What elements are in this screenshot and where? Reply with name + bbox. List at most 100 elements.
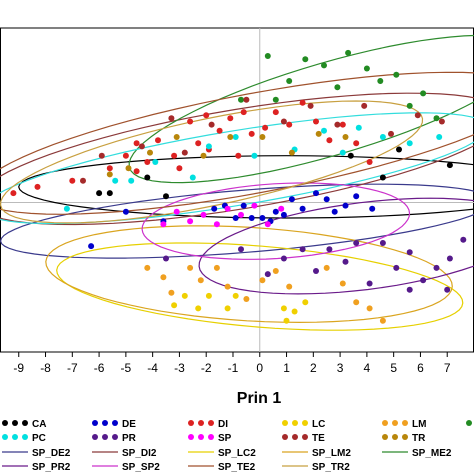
point-di <box>248 130 255 137</box>
x-tick-label: 3 <box>337 361 344 375</box>
legend-label: DI <box>218 419 228 430</box>
point-pr <box>420 277 427 284</box>
point-di <box>313 118 319 125</box>
point-sp <box>238 211 244 218</box>
legend-label: SP <box>218 433 232 444</box>
point-pc <box>436 134 443 140</box>
legend-label: TE <box>312 433 325 444</box>
point-di <box>171 152 178 159</box>
legend-item-sp: SP <box>188 433 232 444</box>
point-te <box>438 118 445 125</box>
legend-label: SP_DE2 <box>32 448 71 459</box>
legend-label: CA <box>32 419 46 430</box>
point-sp <box>160 221 167 228</box>
legend-marker <box>22 420 28 426</box>
point-di <box>240 109 247 116</box>
series-me <box>238 49 440 122</box>
point-di <box>144 159 151 165</box>
point-ca <box>396 146 402 153</box>
series-pr <box>163 236 467 293</box>
point-me <box>321 62 327 69</box>
x-tick-label: -7 <box>67 361 78 375</box>
legend-item-te: TE <box>282 433 325 444</box>
point-pr <box>446 255 453 262</box>
legend-marker <box>392 420 398 426</box>
point-sp <box>264 221 271 228</box>
point-pr <box>433 264 440 271</box>
point-lm <box>213 264 220 271</box>
point-ca <box>106 190 113 197</box>
point-te <box>243 96 250 103</box>
point-me <box>345 49 352 56</box>
legend-marker <box>292 434 298 440</box>
ellipse-sp_sp2 <box>141 182 411 260</box>
point-pc <box>205 143 212 150</box>
point-ca <box>379 174 386 181</box>
x-tick-label: 2 <box>310 361 317 375</box>
point-lm <box>224 283 231 290</box>
legend-marker <box>2 420 8 426</box>
legend-marker <box>382 434 388 440</box>
point-di <box>34 183 41 190</box>
point-te <box>168 115 175 122</box>
point-pc <box>63 205 70 212</box>
point-pc <box>112 177 119 184</box>
point-di <box>69 177 76 184</box>
point-sp <box>213 221 220 228</box>
point-lm <box>259 277 266 284</box>
point-pr <box>379 240 386 246</box>
point-de <box>248 215 255 221</box>
legend-marker <box>292 420 298 426</box>
legend-marker <box>302 434 308 440</box>
point-ca <box>347 152 354 159</box>
point-te <box>388 130 394 137</box>
legend-item-pr: PR <box>92 433 137 444</box>
legend-item-pc: PC <box>2 433 46 444</box>
point-di <box>195 140 202 147</box>
point-di <box>176 165 183 172</box>
legend-label: TR <box>412 433 426 444</box>
point-di <box>366 159 373 165</box>
point-di <box>326 137 333 144</box>
legend-label: SP_LC2 <box>218 448 256 459</box>
point-de <box>313 190 319 197</box>
legend: CA DE DI LC LM PC PR SP TE TR SP_DE2 SP_DI2 SP_LC2 SP… <box>2 419 472 473</box>
legend-marker <box>402 420 408 426</box>
ellipse-sp_lm2 <box>45 225 453 324</box>
x-axis: -9 -8 -7 -6 -5 -4 -3 -2 -1 0 1 2 3 4 5 6 7 <box>13 352 451 375</box>
point-sp <box>200 211 207 218</box>
point-di <box>262 124 269 131</box>
point-lc <box>232 292 239 299</box>
point-me <box>302 56 309 63</box>
point-lm <box>168 289 175 296</box>
legend-label: SP_ME2 <box>412 448 452 459</box>
point-pr <box>313 268 319 274</box>
point-de <box>259 215 266 221</box>
point-lc <box>283 317 290 324</box>
legend-marker <box>188 420 194 426</box>
legend-label: SP_DI2 <box>122 448 157 459</box>
x-tick-label: 7 <box>444 361 451 375</box>
point-lm <box>339 280 346 287</box>
point-me <box>363 65 370 72</box>
point-di <box>133 140 140 147</box>
point-di <box>133 168 140 175</box>
point-pr <box>460 236 467 243</box>
point-ca <box>446 162 453 169</box>
x-tick-label: 5 <box>390 361 397 375</box>
point-sp <box>173 208 180 215</box>
point-lm <box>366 305 373 312</box>
point-pc <box>189 174 196 181</box>
point-pc <box>152 159 159 165</box>
legend-item-sp_te2: SP_TE2 <box>188 462 256 473</box>
ellipse-sp_pr2 <box>198 197 474 295</box>
legend-item-sp_lm2: SP_LM2 <box>282 448 351 459</box>
legend-marker <box>282 420 288 426</box>
point-sp <box>278 205 285 212</box>
point-sp <box>251 202 258 209</box>
legend-item-sp_me2: SP_ME2 <box>382 448 452 459</box>
legend-item-sp_de2: SP_DE2 <box>2 448 71 459</box>
legend-marker <box>112 434 118 440</box>
point-pc <box>232 134 239 140</box>
point-de <box>240 202 247 209</box>
